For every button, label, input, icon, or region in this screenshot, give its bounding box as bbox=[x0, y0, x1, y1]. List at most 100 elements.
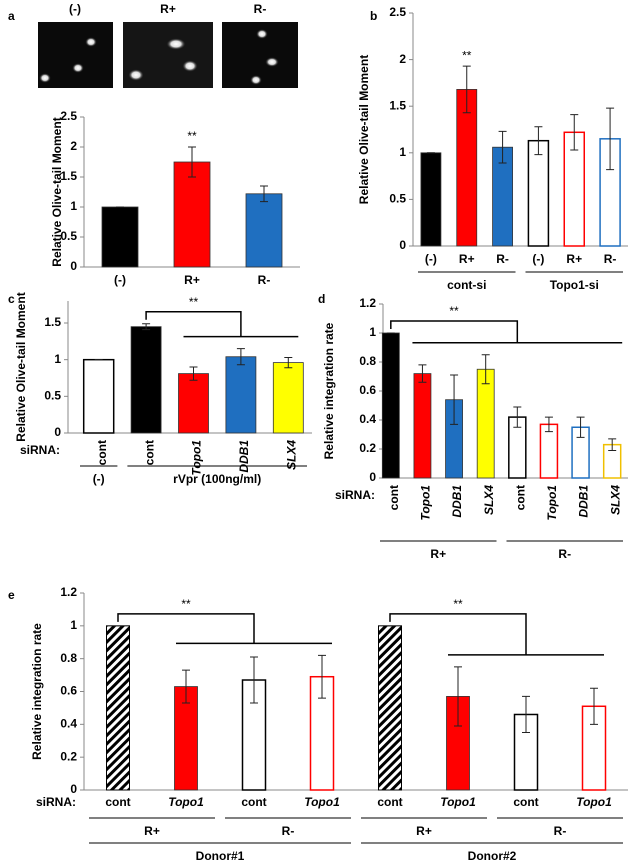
x-tick-label: DDB1 bbox=[450, 485, 464, 518]
error-bar bbox=[606, 107, 615, 171]
y-tick-label: 1 bbox=[70, 618, 77, 632]
x-tick-label: DDB1 bbox=[577, 485, 591, 518]
x-tick-label: Topo1 bbox=[190, 440, 204, 476]
x-tick-label: cont bbox=[142, 440, 156, 465]
x-tick-label: Topo1 bbox=[419, 485, 433, 521]
x-tick-label: cont bbox=[377, 795, 402, 809]
significance-label: ** bbox=[189, 295, 199, 309]
section-label: Donor#2 bbox=[468, 849, 517, 860]
panel-letter: c bbox=[8, 292, 15, 306]
bar bbox=[272, 362, 304, 434]
y-tick-label: 0.8 bbox=[60, 651, 77, 665]
y-tick-label: 1 bbox=[54, 352, 61, 366]
y-axis-label: Relative Olive-tail Moment bbox=[50, 117, 64, 266]
y-tick-label: 1.5 bbox=[44, 315, 61, 329]
bar bbox=[378, 625, 402, 791]
error-bar bbox=[142, 323, 151, 331]
significance-label: ** bbox=[462, 48, 472, 62]
x-tick-label: SLX4 bbox=[608, 485, 622, 515]
significance-label: ** bbox=[181, 597, 191, 611]
y-tick-label: 1 bbox=[399, 145, 406, 159]
y-tick-label: 0 bbox=[369, 470, 376, 484]
error-bar bbox=[544, 416, 553, 433]
y-tick-label: 0 bbox=[399, 238, 406, 252]
group-label: R- bbox=[282, 824, 295, 838]
y-tick-label: 0.5 bbox=[44, 389, 61, 403]
bar bbox=[476, 368, 495, 479]
x-tick-label: R- bbox=[258, 273, 271, 287]
y-tick-label: 2 bbox=[399, 52, 406, 66]
x-tick-label: (-) bbox=[114, 273, 126, 287]
x-tick-label: cont bbox=[105, 795, 130, 809]
error-bar bbox=[450, 374, 459, 425]
y-tick-label: 2.5 bbox=[60, 109, 77, 123]
bar bbox=[381, 332, 400, 479]
image-caption: (-) bbox=[69, 2, 81, 16]
y-axis-label: Relative Olive-tail Moment bbox=[14, 292, 28, 441]
y-tick-label: 0.5 bbox=[389, 192, 406, 206]
y-tick-label: 0.2 bbox=[60, 749, 77, 763]
x-tick-label: SLX4 bbox=[482, 485, 496, 515]
x-tick-label: Topo1 bbox=[576, 795, 612, 809]
group-label: R- bbox=[554, 824, 567, 838]
bar bbox=[178, 373, 209, 434]
x-tick-label: cont bbox=[513, 485, 527, 510]
y-tick-label: 2.5 bbox=[389, 5, 406, 19]
error-bar bbox=[498, 130, 507, 164]
y-tick-label: 1 bbox=[70, 199, 77, 213]
x-tick-label: R- bbox=[604, 252, 617, 266]
group-label: R+ bbox=[416, 824, 432, 838]
error-bar bbox=[570, 114, 579, 151]
panel-letter: e bbox=[8, 588, 15, 602]
y-tick-label: 0.8 bbox=[359, 354, 376, 368]
bar bbox=[539, 423, 559, 479]
bar bbox=[130, 326, 162, 434]
x-tick-label: R+ bbox=[566, 252, 582, 266]
category-axis-label: siRNA: bbox=[36, 795, 76, 809]
bar bbox=[82, 358, 115, 434]
y-tick-label: 2 bbox=[70, 139, 77, 153]
x-tick-label: (-) bbox=[532, 252, 544, 266]
category-axis-label: siRNA: bbox=[20, 443, 60, 457]
significance-label: ** bbox=[449, 304, 459, 318]
x-tick-label: (-) bbox=[425, 252, 437, 266]
panel-letter: a bbox=[8, 9, 15, 23]
category-axis-label: siRNA: bbox=[335, 488, 375, 502]
group-label: Topo1-si bbox=[550, 278, 599, 292]
y-tick-label: 1 bbox=[369, 325, 376, 339]
y-tick-label: 0.5 bbox=[60, 229, 77, 243]
error-bar bbox=[590, 687, 598, 725]
y-tick-label: 1.2 bbox=[60, 585, 77, 599]
y-tick-label: 0 bbox=[70, 259, 77, 273]
group-label: rVpr (100ng/ml) bbox=[173, 472, 261, 486]
x-tick-label: cont bbox=[387, 485, 401, 510]
bar bbox=[245, 193, 283, 268]
error-bar bbox=[576, 416, 585, 438]
group-label: (-) bbox=[93, 472, 105, 486]
y-tick-label: 0.4 bbox=[60, 717, 77, 731]
bar bbox=[527, 139, 550, 247]
error-bar bbox=[481, 354, 490, 385]
image-caption: R+ bbox=[160, 2, 176, 16]
x-tick-label: cont bbox=[241, 795, 266, 809]
panel-letter: d bbox=[318, 292, 325, 306]
group-label: cont-si bbox=[447, 278, 486, 292]
error-bar bbox=[189, 366, 198, 381]
bar bbox=[413, 373, 432, 479]
error-bar bbox=[260, 185, 268, 203]
y-tick-label: 1.2 bbox=[359, 296, 376, 310]
section-label: Donor#1 bbox=[196, 849, 245, 860]
group-label: R- bbox=[558, 547, 571, 561]
y-axis-label: Relative integration rate bbox=[30, 623, 44, 760]
bar bbox=[173, 161, 211, 268]
y-tick-label: 0 bbox=[54, 425, 61, 439]
x-tick-label: SLX4 bbox=[284, 440, 298, 470]
group-label: R+ bbox=[430, 547, 446, 561]
significance-bracket bbox=[145, 310, 299, 338]
error-bar bbox=[236, 348, 245, 366]
y-tick-label: 1.5 bbox=[389, 98, 406, 112]
error-bar bbox=[462, 65, 471, 114]
x-tick-label: Topo1 bbox=[545, 485, 559, 521]
bar bbox=[225, 356, 257, 434]
